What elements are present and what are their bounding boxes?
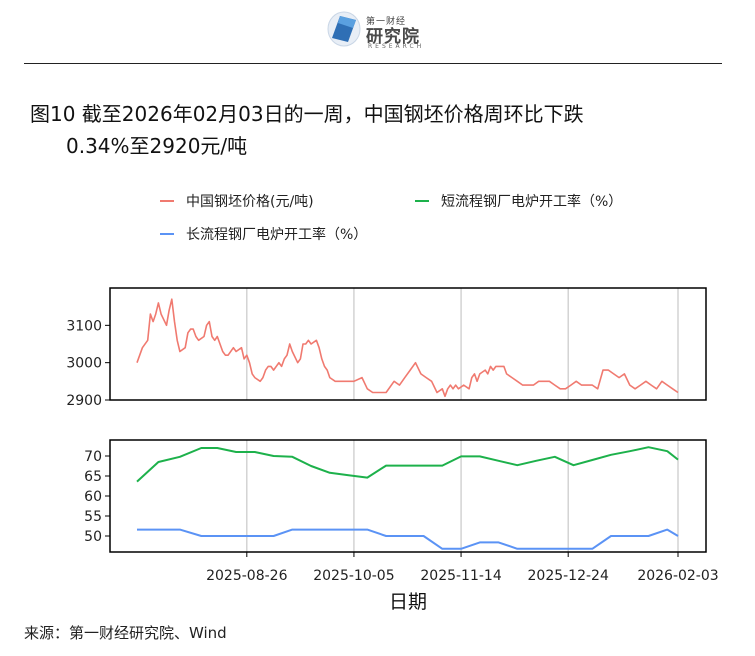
legend-item-long-process: 长流程钢厂电炉开工率（%） [160,224,367,244]
source-note: 来源：第一财经研究院、Wind [24,624,227,642]
legend-item-price: 中国钢坯价格(元/吨) [160,191,314,211]
tick-layer: 2900 3000 3100 50 55 60 65 70 2025-08-26 2025-10-… [66,318,718,584]
x-tick-label-3: 2025-12-24 [528,568,609,584]
y-tick-label-1-0: 50 [84,529,102,545]
frame-layer [109,287,707,553]
grid-layer [246,288,679,552]
header-rule [24,63,722,64]
logo-top-text: 第一财经 [366,17,407,27]
logo-mark-icon [327,11,361,47]
legend-label-short-process: 短流程钢厂电炉开工率（%） [441,194,623,210]
steel-chart: 2900 3000 3100 50 55 60 65 70 2025-08-26 2025-10-… [66,287,719,613]
legend-swatch-short-process [415,200,429,202]
y-tick-label-0-2: 3100 [66,318,102,334]
y-tick-label-1-1: 55 [84,509,102,525]
x-tick-label-0: 2025-08-26 [206,568,287,584]
y-tick-label-0-0: 2900 [66,393,102,409]
y-tick-label-1-3: 65 [84,469,102,485]
legend-item-short-process: 短流程钢厂电炉开工率（%） [415,191,622,211]
x-tick-label-2: 2025-11-14 [420,568,501,584]
y-tick-label-1-2: 60 [84,489,102,505]
legend-swatch-price [160,200,174,202]
panel-frame-0 [109,287,707,401]
y-tick-label-0-1: 3000 [66,356,102,372]
series-layer [136,298,679,550]
x-tick-label-1: 2025-10-05 [313,568,394,584]
series-line-1-1 [137,528,679,550]
legend-label-long-process: 长流程钢厂电炉开工率（%） [186,227,368,243]
y-tick-label-1-4: 70 [84,449,102,465]
legend-label-price: 中国钢坯价格(元/吨) [186,194,314,210]
figure-title-line2: 0.34%至2920元/吨 [66,134,248,158]
logo-sub-text: RESEARCH [368,43,425,50]
figure-title-line1: 图10 截至2026年02月03日的一周，中国钢坯价格周环比下跌 [30,102,584,126]
legend-swatch-long-process [160,233,174,235]
figure-title: 图10 截至2026年02月03日的一周，中国钢坯价格周环比下跌 0.34%至2… [30,98,584,162]
logo: 第一财经 研究院 RESEARCH [326,8,436,54]
x-axis-label: 日期 [389,591,427,613]
chart-legend: 中国钢坯价格(元/吨) 短流程钢厂电炉开工率（%） 长流程钢厂电炉开工率（%） [150,188,710,248]
x-tick-label-4: 2026-02-03 [637,568,718,584]
logo-main-text: 研究院 [366,27,420,47]
series-line-0-0 [136,298,679,398]
series-line-1-0 [136,446,679,483]
